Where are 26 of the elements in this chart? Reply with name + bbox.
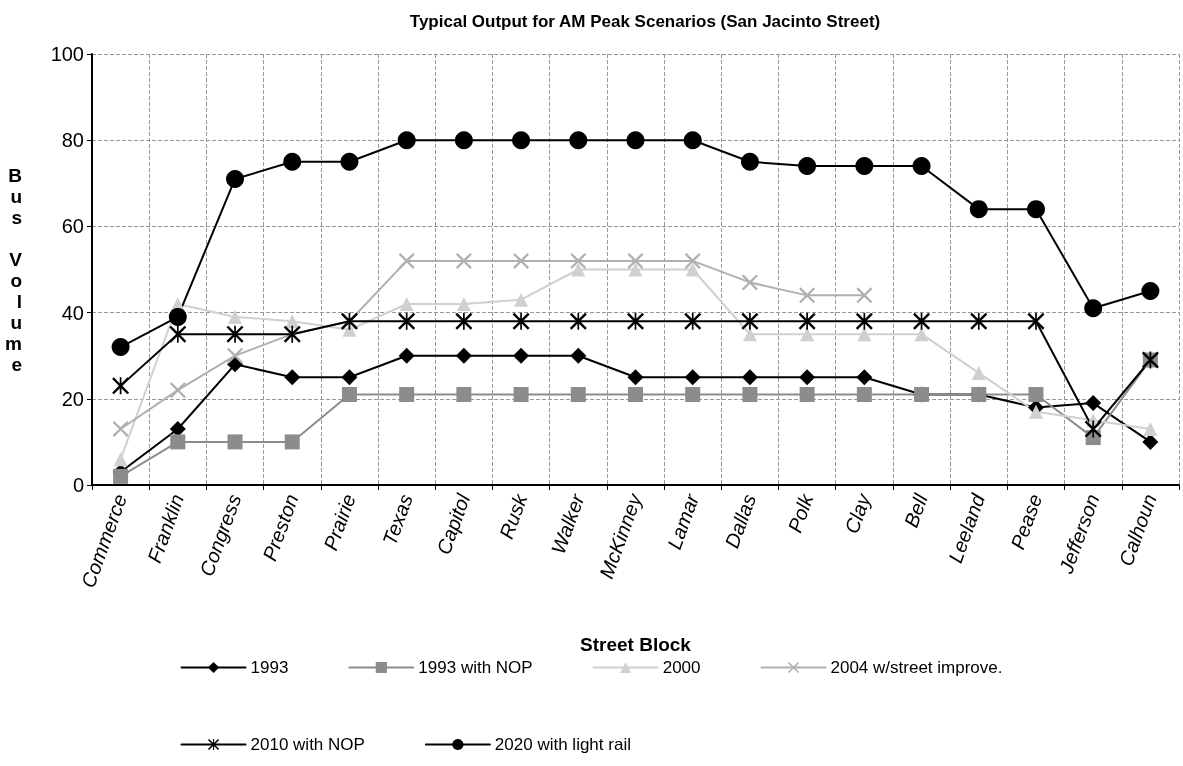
x-tick-label: Pease bbox=[1006, 491, 1047, 553]
x-tick-label: Rusk bbox=[495, 490, 532, 542]
x-axis-title: Street Block bbox=[580, 634, 692, 655]
y-tick-label: 40 bbox=[61, 301, 84, 324]
x-tick-label: Bell bbox=[899, 490, 933, 531]
x-tick-label: Capitol bbox=[432, 490, 475, 558]
y-tick-label: 20 bbox=[61, 387, 84, 410]
legend-label: 2020 with light rail bbox=[494, 735, 631, 754]
y-tick-label: 100 bbox=[50, 43, 84, 65]
x-tick-label: Texas bbox=[378, 491, 417, 549]
y-tick-label: 0 bbox=[72, 474, 84, 496]
legend-label: 1993 bbox=[250, 658, 289, 677]
x-tick-label: Prairie bbox=[319, 491, 360, 554]
x-tick-label: Walker bbox=[546, 489, 590, 557]
y-tick-label: 60 bbox=[61, 215, 84, 238]
chart-title: Typical Output for AM Peak Scenarios (San Jacinto Street) bbox=[409, 12, 881, 31]
x-tick-label: Polk bbox=[783, 490, 818, 536]
legend-label: 2004 w/street improve. bbox=[830, 658, 1003, 677]
legend-label: 1993 with NOP bbox=[418, 658, 533, 677]
y-tick-label: 80 bbox=[61, 129, 84, 152]
legend-label: 2000 bbox=[662, 658, 701, 677]
x-tick-label: Lamar bbox=[662, 489, 704, 553]
text: Bus Volume bbox=[5, 164, 22, 375]
legend-label: 2010 with NOP bbox=[250, 735, 365, 754]
x-tick-label: Dallas bbox=[720, 491, 761, 551]
x-tick-label: Clay bbox=[840, 490, 876, 537]
